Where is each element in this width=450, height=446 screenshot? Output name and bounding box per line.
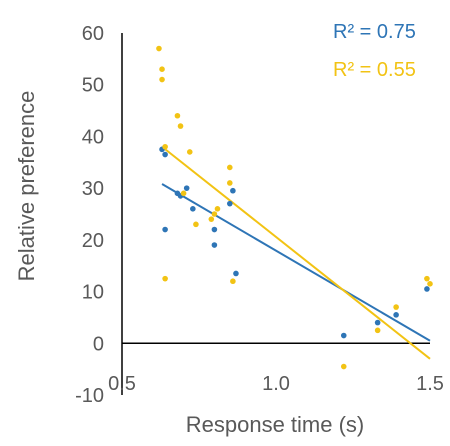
data-point xyxy=(156,45,162,52)
data-point xyxy=(393,304,399,310)
data-point xyxy=(174,112,181,119)
data-point xyxy=(162,275,168,282)
data-point xyxy=(159,76,165,83)
data-point xyxy=(227,200,233,207)
data-point xyxy=(393,312,399,318)
data-point xyxy=(424,275,430,282)
x-tick-labels: 0.5 1.0 1.5 xyxy=(108,373,444,395)
data-point xyxy=(193,221,199,228)
data-point xyxy=(340,332,347,339)
data-point xyxy=(340,363,347,370)
data-point xyxy=(186,149,193,155)
y-tick-label: 50 xyxy=(82,75,104,97)
data-point xyxy=(159,66,165,72)
data-point xyxy=(190,206,196,212)
y-tick-label: 30 xyxy=(82,178,104,200)
r2-label-yellow: R² = 0.55 xyxy=(333,59,416,81)
data-point xyxy=(230,278,236,285)
data-point xyxy=(211,211,218,217)
y-tick-label: 20 xyxy=(82,230,104,252)
data-point xyxy=(374,319,381,326)
data-point xyxy=(211,242,218,248)
y-tick-label: 60 xyxy=(82,23,104,45)
x-axis-title: Response time (s) xyxy=(186,412,365,437)
trendline-1 xyxy=(161,145,431,360)
data-point xyxy=(227,180,233,186)
data-point xyxy=(427,281,433,287)
data-point xyxy=(214,206,221,212)
axes xyxy=(121,33,430,395)
data-point xyxy=(230,187,236,194)
x-tick-label: 1.0 xyxy=(262,373,290,395)
trendlines xyxy=(161,145,431,360)
data-point xyxy=(162,143,168,150)
y-tick-label: -10 xyxy=(75,385,104,407)
data-point xyxy=(233,270,239,277)
y-axis-title: Relative preference xyxy=(14,91,39,282)
data-point xyxy=(424,286,430,292)
trendline-0 xyxy=(161,183,431,342)
data-point xyxy=(227,164,233,171)
data-point xyxy=(208,216,215,222)
data-point xyxy=(211,226,218,233)
r2-label-blue: R² = 0.75 xyxy=(333,21,416,43)
data-point xyxy=(374,327,381,334)
y-tick-label: 40 xyxy=(82,126,104,148)
data-point xyxy=(183,185,190,191)
data-point xyxy=(162,151,168,158)
data-points xyxy=(156,45,433,370)
data-point xyxy=(162,226,168,233)
y-tick-label: 0 xyxy=(93,333,104,355)
data-point xyxy=(180,190,187,197)
x-tick-label: 1.5 xyxy=(416,373,444,395)
data-point xyxy=(177,123,184,129)
y-tick-label: 10 xyxy=(82,282,104,304)
x-tick-label: 0.5 xyxy=(108,373,136,395)
y-tick-labels: -10 0 10 20 30 40 50 60 xyxy=(75,23,104,407)
